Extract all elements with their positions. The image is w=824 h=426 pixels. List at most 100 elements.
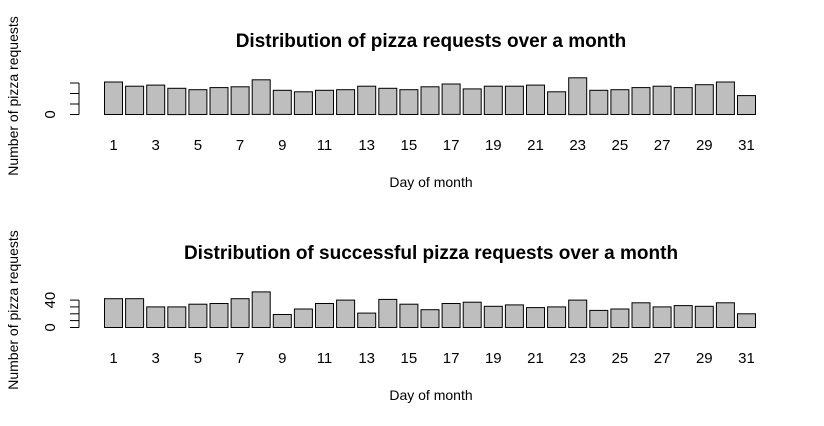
bar-day-4 — [167, 306, 187, 328]
y-tick-label: 0 — [42, 110, 59, 118]
chart-1: Distribution of pizza requests over a mo… — [5, 16, 756, 190]
x-tick-label: 9 — [278, 137, 286, 154]
x-tick-label: 9 — [278, 350, 286, 367]
x-tick-label: 25 — [612, 137, 629, 154]
x-tick-label: 5 — [194, 137, 202, 154]
bar-day-23 — [568, 299, 588, 329]
x-tick-label: 3 — [152, 350, 160, 367]
bar-day-24 — [589, 89, 609, 115]
chart-2-x-tick-labels: 1 3 5 7 9 11 13 15 17 19 21 23 25 27 29 31 — [109, 350, 755, 367]
bar-day-13 — [357, 312, 377, 329]
bar-day-3 — [146, 306, 166, 328]
x-tick-label: 11 — [317, 350, 333, 367]
bar-day-5 — [188, 89, 208, 115]
bar-day-22 — [547, 91, 567, 116]
x-tick-label: 3 — [152, 137, 160, 154]
bar-day-9 — [272, 314, 292, 328]
x-tick-label: 1 — [109, 350, 117, 367]
bar-day-3 — [146, 84, 166, 115]
x-tick-label: 17 — [443, 137, 460, 154]
bar-day-15 — [399, 303, 419, 329]
bar-day-16 — [420, 86, 440, 116]
bar-day-25 — [610, 89, 630, 115]
chart-2: Distribution of successful pizza request… — [5, 230, 756, 403]
bar-day-31 — [737, 313, 756, 328]
bar-day-19 — [483, 85, 503, 115]
x-tick-label: 19 — [485, 137, 502, 154]
y-tick-label: 40 — [42, 292, 59, 309]
bar-day-18 — [462, 301, 482, 329]
chart-2-y-axis-label: Number of pizza requests — [5, 230, 21, 390]
y-tick-label: 0 — [42, 323, 59, 331]
x-tick-label: 15 — [401, 350, 418, 367]
bar-day-1 — [104, 298, 123, 329]
x-tick-label: 31 — [738, 137, 755, 154]
bar-day-11 — [315, 303, 334, 328]
bar-day-7 — [230, 86, 250, 116]
chart-2-x-axis-label: Day of month — [389, 387, 472, 403]
bar-day-16 — [420, 309, 440, 329]
x-tick-label: 27 — [654, 137, 671, 154]
chart-1-y-axis: 0 — [42, 82, 80, 119]
x-tick-label: 25 — [612, 350, 629, 367]
bar-day-20 — [504, 304, 524, 328]
bar-day-8 — [251, 291, 271, 328]
bar-day-8 — [251, 79, 271, 115]
bar-day-1 — [104, 81, 123, 115]
bar-day-2 — [125, 298, 145, 329]
x-tick-label: 27 — [654, 350, 671, 367]
x-tick-label: 1 — [109, 137, 117, 154]
x-tick-label: 19 — [485, 350, 502, 367]
bar-day-30 — [715, 302, 735, 328]
bar-day-12 — [336, 299, 356, 329]
x-tick-label: 5 — [194, 350, 202, 367]
x-tick-label: 23 — [569, 350, 586, 367]
chart-1-title: Distribution of pizza requests over a mo… — [236, 31, 627, 52]
bar-day-22 — [547, 306, 567, 328]
x-tick-label: 21 — [527, 137, 544, 154]
bar-day-10 — [293, 91, 313, 116]
chart-2-bars — [104, 291, 756, 329]
bar-day-19 — [483, 305, 503, 328]
bar-day-6 — [209, 87, 229, 115]
x-tick-label: 21 — [527, 350, 544, 367]
chart-2-title: Distribution of successful pizza request… — [184, 243, 678, 264]
bar-day-25 — [610, 308, 630, 328]
bar-day-27 — [652, 85, 672, 115]
x-tick-label: 7 — [236, 350, 244, 367]
bar-day-31 — [737, 95, 756, 115]
bar-day-28 — [673, 305, 693, 329]
bar-day-4 — [167, 87, 187, 116]
x-tick-label: 23 — [569, 137, 586, 154]
x-tick-label: 31 — [738, 350, 755, 367]
bar-day-21 — [526, 84, 545, 115]
chart-1-x-axis-label: Day of month — [389, 174, 472, 190]
bar-day-20 — [504, 85, 524, 115]
bar-day-13 — [357, 85, 377, 115]
bar-day-17 — [441, 83, 461, 115]
bar-day-14 — [378, 298, 398, 328]
x-tick-label: 17 — [443, 350, 460, 367]
bar-day-6 — [209, 303, 229, 328]
bar-day-9 — [272, 89, 292, 115]
bar-day-18 — [462, 88, 482, 116]
bar-day-28 — [673, 87, 693, 115]
bar-day-14 — [378, 87, 398, 116]
chart-1-x-tick-labels: 1 3 5 7 9 11 13 15 17 19 21 23 25 27 29 31 — [109, 137, 755, 154]
chart-1-y-axis-label: Number of pizza requests — [5, 16, 21, 176]
bar-day-29 — [694, 84, 714, 115]
x-tick-label: 13 — [358, 137, 375, 154]
bar-day-21 — [526, 307, 545, 329]
chart-2-y-axis: 0 40 — [42, 292, 80, 332]
x-tick-label: 13 — [358, 350, 375, 367]
chart-1-bars — [104, 77, 756, 116]
x-tick-label: 29 — [696, 350, 713, 367]
bar-day-15 — [399, 89, 419, 115]
x-tick-label: 11 — [317, 137, 333, 154]
bar-day-26 — [631, 302, 651, 328]
bar-day-2 — [125, 85, 145, 115]
bar-day-23 — [568, 77, 588, 116]
bar-day-27 — [652, 306, 672, 328]
bar-day-7 — [230, 298, 250, 329]
